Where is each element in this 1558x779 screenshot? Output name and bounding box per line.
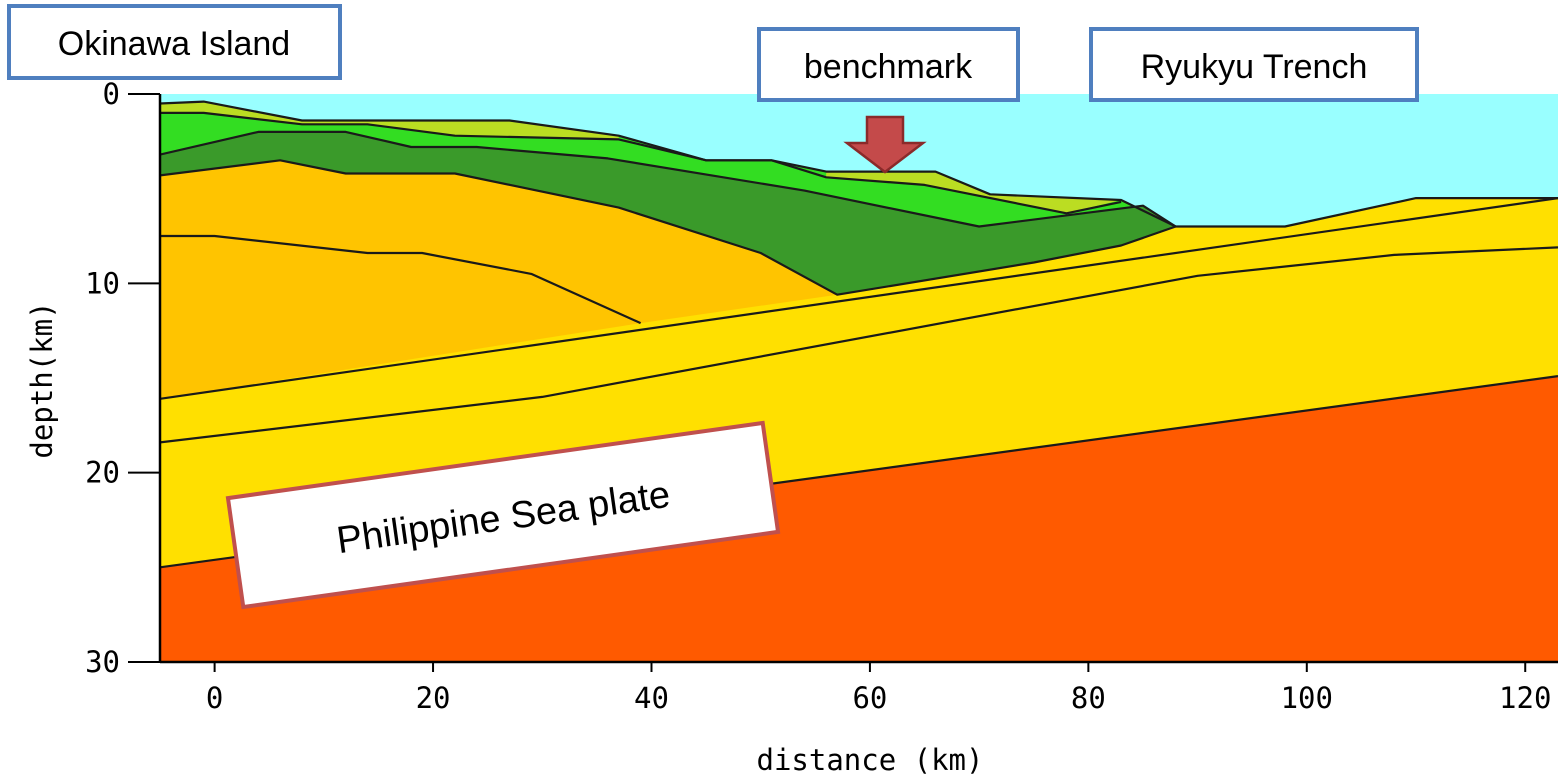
crust-inner-line [160,234,642,325]
philippine-sea-plate-layer [160,376,1558,662]
y-axis-title: depth(km) [25,301,59,458]
trench-callout: Ryukyu Trench [1089,27,1419,102]
x-axis-title: distance (km) [757,743,984,777]
seafloor-line [160,100,1558,228]
slab-mid-line [160,246,1558,444]
okinawa-callout: Okinawa Island [7,4,342,80]
x-tick-label: 120 [1499,681,1551,715]
okinawa-label: Okinawa Island [58,25,290,63]
plate-callout: Philippine Sea plate [225,420,781,610]
x-tick-label: 40 [634,681,669,715]
benchmark-arrow-icon [843,115,927,174]
layer-a-line [160,111,1122,215]
trench-label: Ryukyu Trench [1141,48,1368,86]
benchmark-label: benchmark [804,48,973,86]
y-tick-label: 0 [103,77,120,111]
crust-layer [160,160,838,399]
slab-top-line [160,197,1558,400]
benchmark-callout: benchmark [757,27,1020,102]
y-tick-label: 30 [85,645,120,679]
x-tick-label: 60 [852,681,887,715]
y-tick-label: 20 [85,456,120,490]
x-tick-label: 0 [206,681,223,715]
x-tick-label: 100 [1281,681,1333,715]
x-tick-label: 20 [416,681,451,715]
layer-b-line [160,130,1177,228]
y-tick-label: 10 [85,266,120,300]
x-tick-label: 80 [1071,681,1106,715]
crust-top-line [160,159,1177,296]
axes: 0 20 40 60 80 100 120 0 10 20 30 [85,77,1558,715]
